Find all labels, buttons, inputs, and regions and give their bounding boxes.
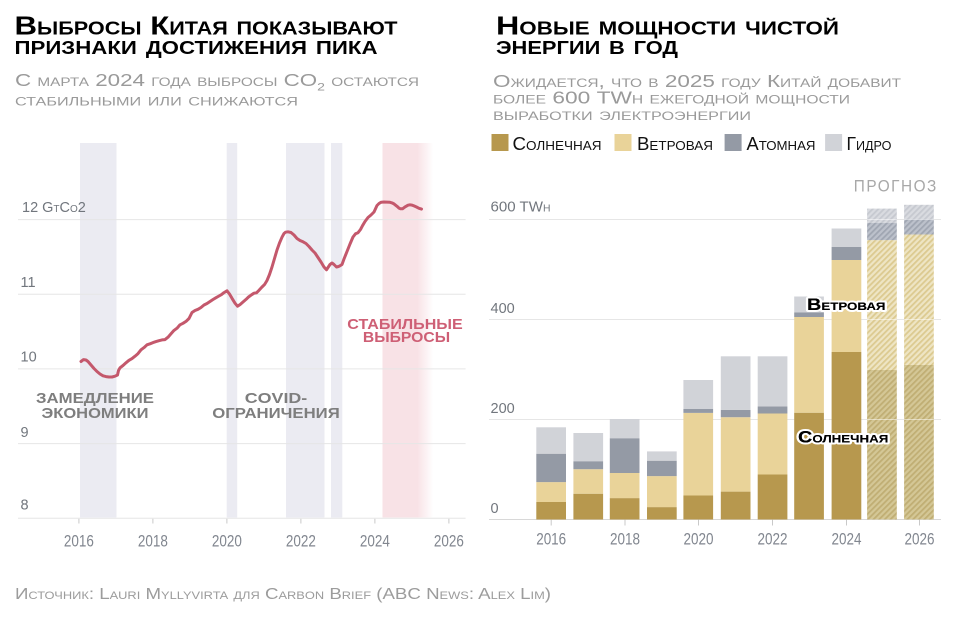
svg-text:8: 8	[21, 498, 29, 514]
svg-text:ОГРАНИЧЕНИЯ: ОГРАНИЧЕНИЯ	[212, 405, 340, 422]
svg-text:600 TWh: 600 TWh	[491, 200, 551, 216]
svg-text:200: 200	[491, 401, 515, 417]
svg-text:2016: 2016	[64, 532, 94, 551]
svg-text:2026: 2026	[434, 532, 464, 551]
svg-text:Ожидается, что в 2025 году Кит: Ожидается, что в 2025 году Китай добавит	[493, 71, 902, 91]
svg-text:Источник: Lauri Myllyvirta для: Источник: Lauri Myllyvirta для Carbon Br…	[15, 586, 551, 603]
svg-text:СТАБИЛЬНЫЕ: СТАБИЛЬНЫЕ	[347, 316, 462, 333]
svg-text:2024: 2024	[360, 532, 390, 551]
svg-text:ПРОГНОЗ: ПРОГНОЗ	[854, 178, 938, 196]
svg-text:Ветровая: Ветровая	[637, 134, 713, 154]
svg-text:2016: 2016	[536, 530, 566, 549]
svg-text:400: 400	[491, 301, 515, 317]
svg-text:12 GtCo2: 12 GtCo2	[22, 200, 86, 216]
svg-text:Новые мощности чистой: Новые мощности чистой	[496, 11, 839, 41]
svg-text:Гидро: Гидро	[847, 134, 892, 154]
svg-text:2026: 2026	[905, 530, 935, 549]
svg-text:ЗАМЕДЛЕНИЕ: ЗАМЕДЛЕНИЕ	[36, 390, 154, 407]
svg-text:стабильными или снижаются: стабильными или снижаются	[15, 90, 298, 110]
svg-text:9: 9	[21, 425, 29, 441]
svg-text:Ветровая: Ветровая	[807, 296, 886, 314]
svg-text:выработки электроэнергии: выработки электроэнергии	[493, 104, 751, 124]
svg-text:2022: 2022	[758, 530, 788, 549]
svg-text:Солнечная: Солнечная	[513, 134, 602, 154]
svg-text:Атомная: Атомная	[747, 134, 816, 154]
svg-text:2020: 2020	[212, 532, 242, 551]
svg-text:0: 0	[491, 501, 499, 517]
svg-text:2024: 2024	[832, 530, 862, 549]
svg-text:2020: 2020	[684, 530, 714, 549]
svg-text:2018: 2018	[138, 532, 168, 551]
svg-text:10: 10	[21, 350, 37, 366]
svg-text:COVID-: COVID-	[245, 390, 308, 407]
svg-text:Солнечная: Солнечная	[798, 429, 888, 447]
svg-text:Ветровая: Ветровая	[807, 296, 886, 314]
svg-text:11: 11	[21, 275, 36, 291]
svg-text:энергии в год: энергии в год	[496, 30, 678, 60]
svg-text:Солнечная: Солнечная	[798, 429, 888, 447]
svg-text:2022: 2022	[286, 532, 316, 551]
svg-text:Выбросы Китая показывают: Выбросы Китая показывают	[15, 11, 398, 41]
svg-text:ВЫБРОСЫ: ВЫБРОСЫ	[363, 329, 450, 346]
svg-text:ЭКОНОМИКИ: ЭКОНОМИКИ	[42, 405, 149, 422]
svg-text:более 600 TWh ежегодной мощнос: более 600 TWh ежегодной мощности	[493, 88, 850, 108]
svg-text:признаки достижения пика: признаки достижения пика	[15, 30, 378, 60]
svg-text:2018: 2018	[610, 530, 640, 549]
